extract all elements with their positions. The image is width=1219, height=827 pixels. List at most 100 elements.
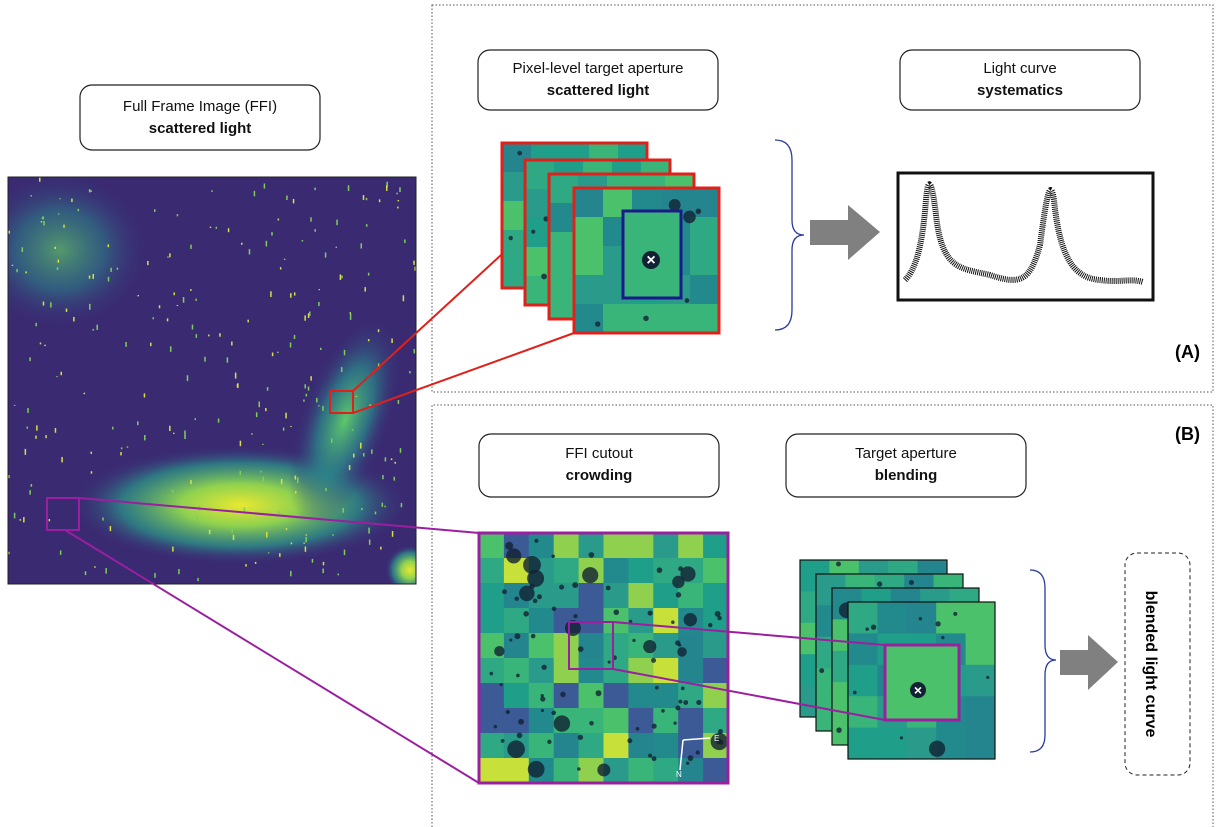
source [577,646,584,652]
pixel [574,217,604,247]
star [41,217,43,219]
pixel [848,727,878,760]
star [248,249,251,255]
star [29,490,31,495]
star [120,452,122,456]
star [397,199,400,202]
star [414,266,416,271]
star [413,348,416,354]
star [241,242,243,245]
star [285,528,288,531]
frame-border [572,186,721,335]
star [277,218,280,221]
ffi-zoom-box-b [46,497,80,531]
star [362,195,365,200]
star [290,293,292,298]
source [870,624,877,630]
star [209,226,212,228]
star [245,564,247,567]
pixel [703,658,729,684]
pixel [553,733,580,759]
source [675,592,682,598]
star [208,529,211,535]
star [184,430,186,437]
source [527,569,545,587]
star [365,197,368,201]
star [397,206,399,209]
pixel [690,304,720,334]
star [404,239,406,244]
star [44,344,46,347]
star [260,470,262,473]
star [324,252,327,258]
star [147,260,149,266]
star [391,530,394,537]
star [239,440,242,447]
star [384,505,386,508]
source [671,620,675,624]
star [190,479,192,485]
pixel [578,658,604,684]
pixel [479,533,505,559]
source [607,660,611,664]
source [551,606,557,612]
pixel [690,246,720,276]
star [304,315,306,321]
pixel [553,558,580,584]
pixel [528,533,555,559]
cutout-label-box [478,433,720,498]
source [577,734,584,741]
star [186,375,189,382]
pixel [479,708,505,734]
star [11,264,14,267]
source [836,561,841,567]
star [42,216,44,220]
pixel [877,727,908,760]
star [297,477,299,484]
source [597,763,611,777]
frame-border [847,601,996,760]
pixel [479,683,505,709]
ffi-image [8,177,416,584]
star [400,502,403,508]
source [530,633,536,639]
star [336,219,338,226]
star [42,301,45,306]
source [941,635,945,640]
pixel [479,658,505,684]
source [683,613,697,627]
star [342,507,344,513]
pixel [479,758,505,784]
source [628,619,633,624]
star [399,448,402,453]
star [13,404,16,406]
pixel [848,696,878,729]
star [341,275,343,279]
star [26,426,29,429]
star [35,322,37,327]
star [303,399,305,402]
star [283,258,286,260]
source [683,210,696,224]
star [29,357,31,362]
source [605,585,611,591]
pixel [965,664,996,697]
pixel [678,583,704,609]
star [349,312,352,314]
star [362,453,365,457]
pixel [528,658,555,684]
star [279,553,281,557]
star [396,192,398,195]
star [16,268,18,273]
star [311,558,314,563]
star [290,542,293,545]
star [385,185,388,191]
brace [774,139,805,331]
pixel [628,758,654,784]
pixel [703,708,729,734]
star [278,511,280,517]
pixel [574,246,604,276]
source [654,685,659,690]
star [182,297,185,303]
target [910,682,926,698]
